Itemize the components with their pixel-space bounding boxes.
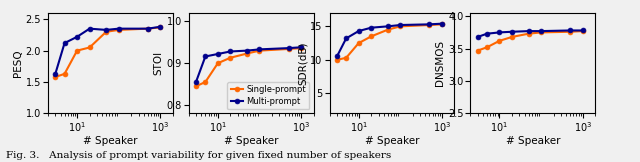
Multi-prompt bbox=[73, 36, 81, 38]
Y-axis label: STOI: STOI bbox=[154, 51, 164, 75]
X-axis label: # Speaker: # Speaker bbox=[224, 136, 278, 145]
Multi-prompt bbox=[102, 29, 110, 31]
Single-prompt bbox=[102, 31, 110, 33]
Text: Fig. 3.   Analysis of prompt variability for given fixed number of speakers: Fig. 3. Analysis of prompt variability f… bbox=[6, 151, 392, 160]
Single-prompt bbox=[525, 33, 532, 35]
Multi-prompt bbox=[297, 46, 305, 48]
Single-prompt bbox=[61, 73, 68, 75]
Multi-prompt bbox=[474, 36, 481, 38]
Multi-prompt bbox=[525, 30, 532, 32]
Single-prompt bbox=[566, 31, 574, 33]
Single-prompt bbox=[438, 23, 445, 25]
Single-prompt bbox=[474, 50, 481, 52]
Single-prompt bbox=[396, 25, 404, 27]
Multi-prompt bbox=[61, 42, 68, 44]
Single-prompt bbox=[495, 40, 503, 42]
Multi-prompt bbox=[255, 48, 263, 50]
Multi-prompt bbox=[367, 27, 375, 29]
Single-prompt bbox=[51, 76, 59, 78]
X-axis label: # Speaker: # Speaker bbox=[506, 136, 560, 145]
Line: Single-prompt: Single-prompt bbox=[194, 46, 303, 89]
Single-prompt bbox=[73, 50, 81, 52]
X-axis label: # Speaker: # Speaker bbox=[83, 136, 138, 145]
Multi-prompt bbox=[566, 29, 574, 31]
Multi-prompt bbox=[342, 37, 350, 39]
Single-prompt bbox=[537, 31, 545, 33]
Y-axis label: DNSMOS: DNSMOS bbox=[435, 40, 445, 86]
Multi-prompt bbox=[115, 28, 122, 30]
Single-prompt bbox=[355, 42, 362, 44]
Multi-prompt bbox=[285, 47, 292, 49]
Multi-prompt bbox=[483, 33, 491, 35]
Single-prompt bbox=[86, 46, 93, 48]
Multi-prompt bbox=[495, 31, 503, 33]
Single-prompt bbox=[156, 26, 164, 28]
Single-prompt bbox=[297, 47, 305, 49]
Single-prompt bbox=[426, 24, 433, 26]
Multi-prompt bbox=[227, 51, 234, 52]
Single-prompt bbox=[508, 36, 516, 38]
Multi-prompt bbox=[243, 50, 251, 52]
Single-prompt bbox=[384, 29, 392, 31]
Single-prompt bbox=[192, 85, 200, 87]
Line: Single-prompt: Single-prompt bbox=[335, 22, 444, 62]
Single-prompt bbox=[367, 35, 375, 37]
Multi-prompt bbox=[537, 30, 545, 32]
Multi-prompt bbox=[144, 28, 152, 30]
Single-prompt bbox=[342, 57, 350, 59]
Multi-prompt bbox=[333, 56, 340, 58]
Single-prompt bbox=[243, 53, 251, 55]
Line: Single-prompt: Single-prompt bbox=[476, 29, 585, 53]
Single-prompt bbox=[255, 50, 263, 52]
Single-prompt bbox=[115, 29, 122, 31]
Single-prompt bbox=[214, 62, 221, 64]
Multi-prompt bbox=[426, 23, 433, 25]
Multi-prompt bbox=[355, 30, 362, 32]
Multi-prompt bbox=[438, 23, 445, 25]
Multi-prompt bbox=[396, 24, 404, 26]
Single-prompt bbox=[483, 46, 491, 48]
Single-prompt bbox=[285, 48, 292, 50]
Y-axis label: PESQ: PESQ bbox=[13, 49, 23, 77]
Multi-prompt bbox=[508, 31, 516, 33]
Single-prompt bbox=[333, 59, 340, 61]
X-axis label: # Speaker: # Speaker bbox=[365, 136, 419, 145]
Multi-prompt bbox=[202, 56, 209, 58]
Line: Multi-prompt: Multi-prompt bbox=[53, 24, 163, 76]
Single-prompt bbox=[144, 28, 152, 30]
Multi-prompt bbox=[579, 29, 586, 31]
Multi-prompt bbox=[156, 26, 164, 28]
Line: Multi-prompt: Multi-prompt bbox=[194, 45, 303, 84]
Legend: Single-prompt, Multi-prompt: Single-prompt, Multi-prompt bbox=[227, 82, 309, 109]
Multi-prompt bbox=[86, 28, 93, 30]
Y-axis label: SDR(dB): SDR(dB) bbox=[298, 41, 307, 85]
Line: Multi-prompt: Multi-prompt bbox=[335, 21, 444, 59]
Multi-prompt bbox=[51, 73, 59, 75]
Single-prompt bbox=[227, 57, 234, 59]
Line: Single-prompt: Single-prompt bbox=[53, 25, 163, 79]
Single-prompt bbox=[579, 30, 586, 32]
Line: Multi-prompt: Multi-prompt bbox=[476, 28, 585, 39]
Multi-prompt bbox=[214, 53, 221, 55]
Multi-prompt bbox=[384, 25, 392, 27]
Multi-prompt bbox=[192, 81, 200, 83]
Single-prompt bbox=[202, 81, 209, 83]
